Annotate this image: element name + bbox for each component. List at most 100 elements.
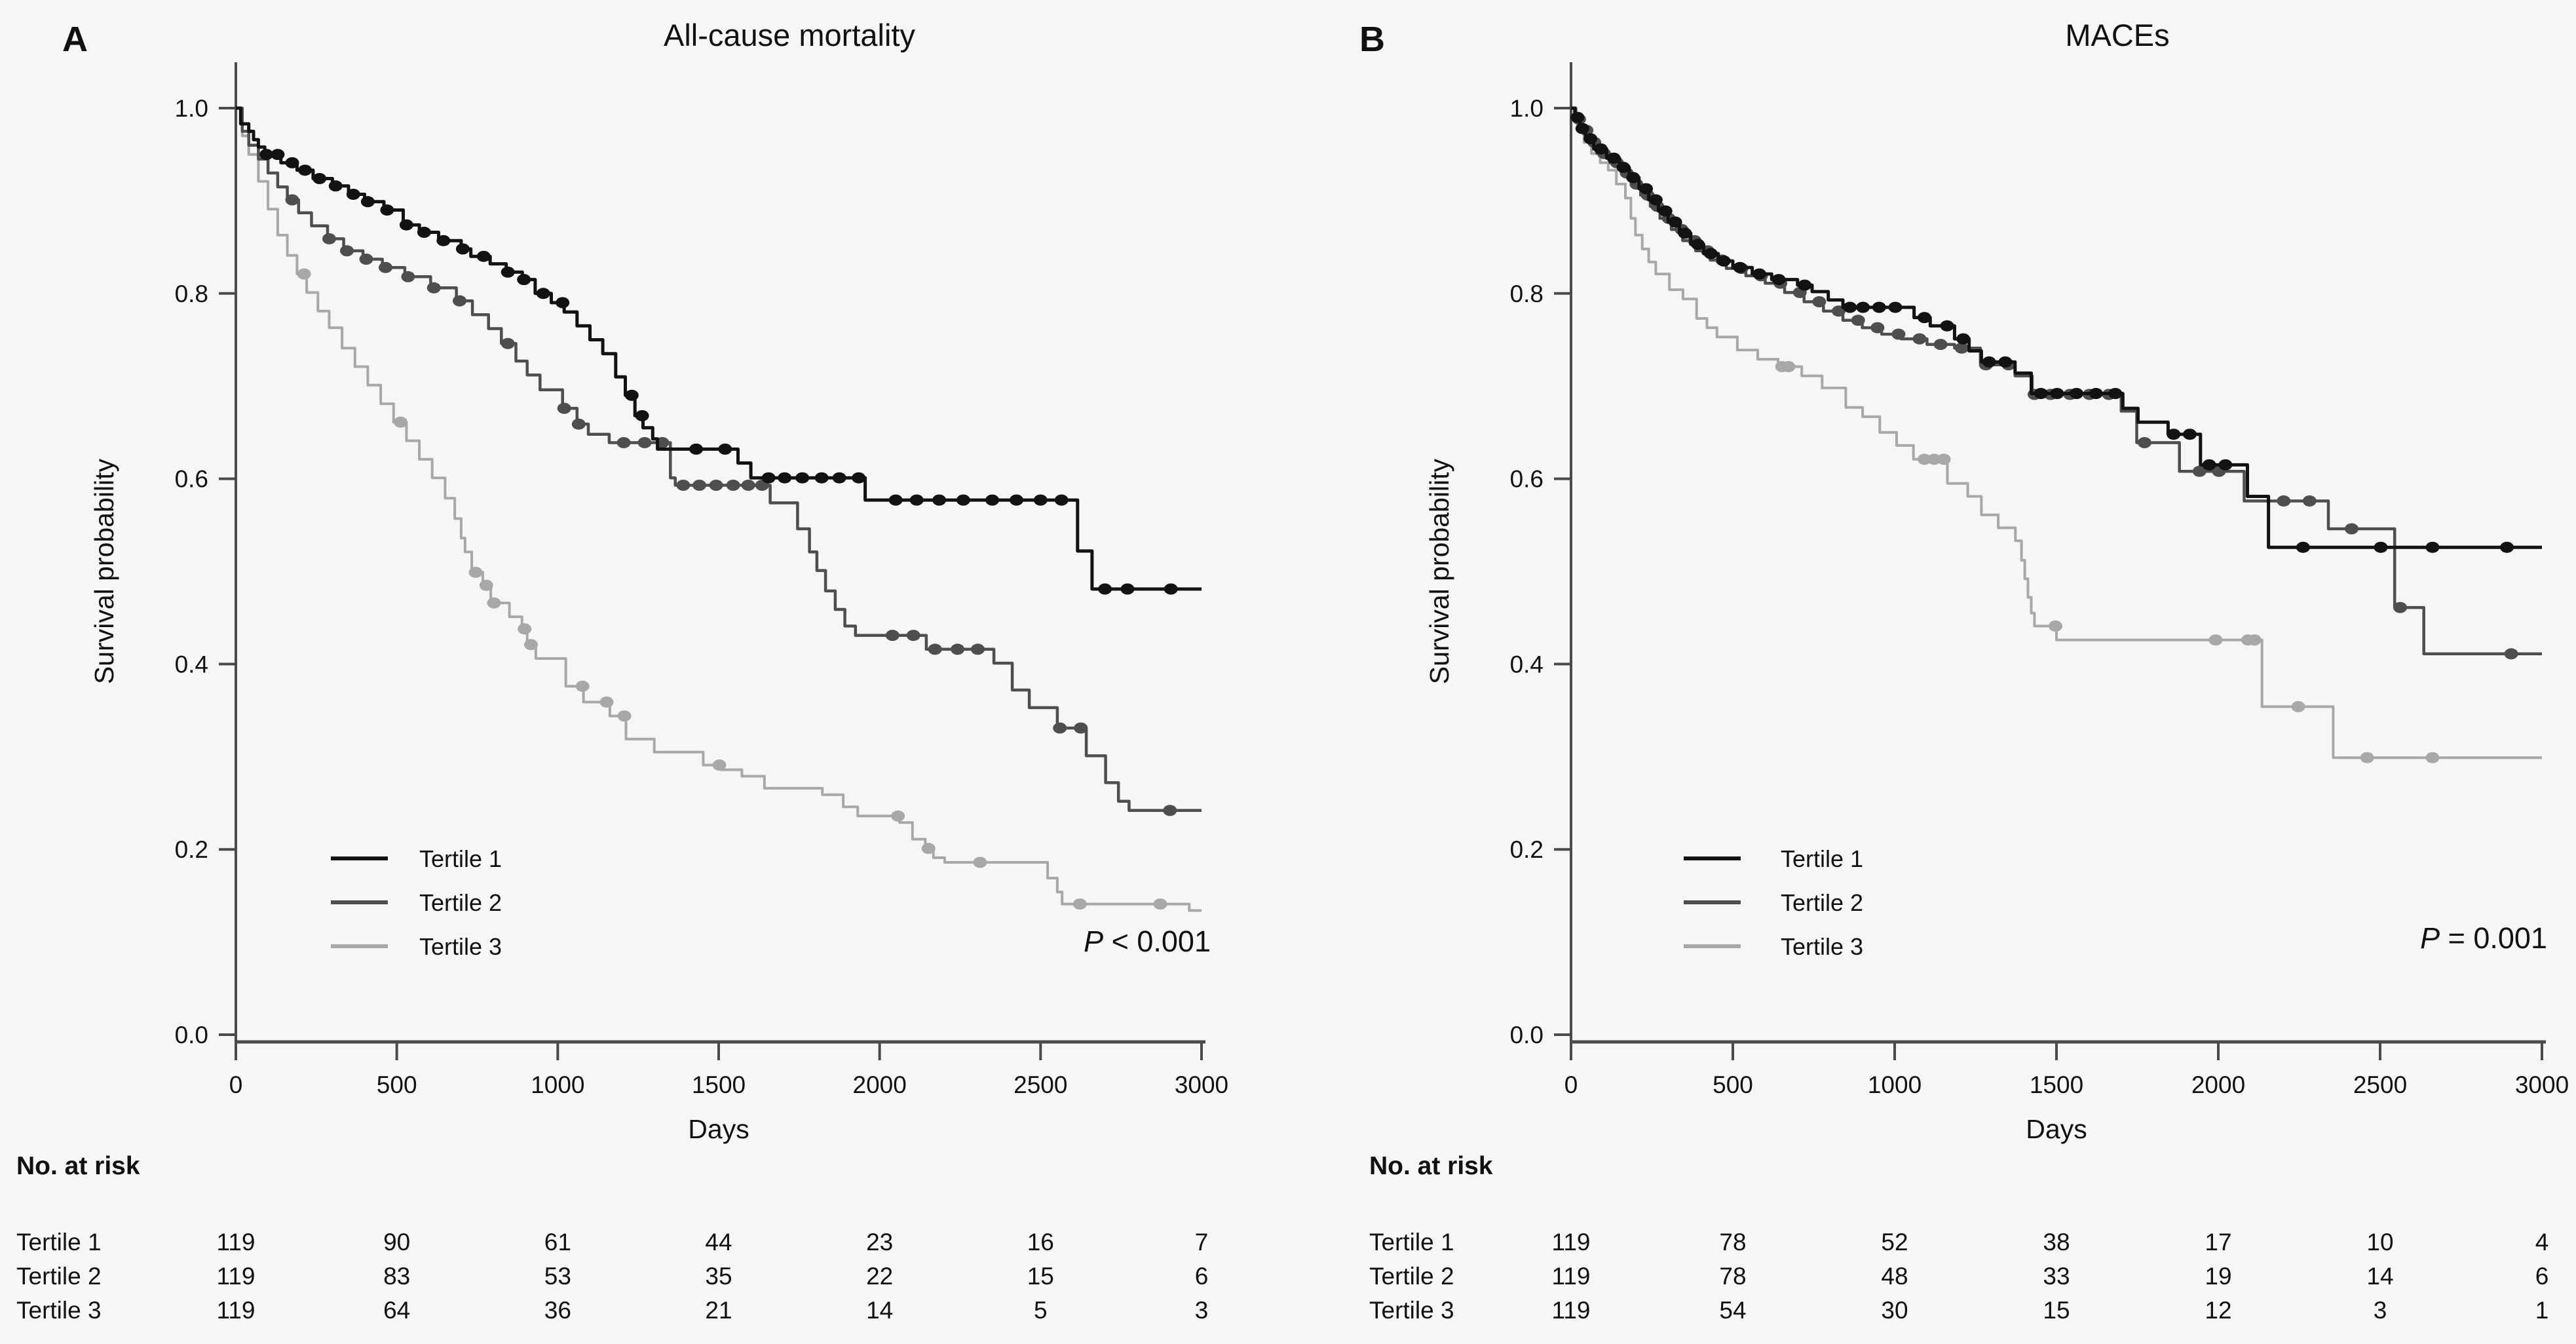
y-tick-label: 0.0 (175, 1022, 208, 1048)
censor-marker-tertile-3 (1927, 453, 1941, 465)
x-tick-label: 1000 (1868, 1071, 1922, 1098)
censor-marker-tertile-1 (1843, 301, 1857, 313)
censor-marker-tertile-1 (1648, 194, 1663, 206)
panel-b: B MACEs Survival probability Days P = 0.… (1359, 18, 2569, 1324)
y-tick-label: 0.8 (1510, 280, 1544, 307)
censor-marker-tertile-3 (1153, 898, 1167, 910)
panel-a-legend-label-1: Tertile 1 (419, 845, 502, 872)
censor-marker-tertile-2 (501, 337, 515, 349)
panel-a-pvalue-text: < 0.001 (1103, 925, 1211, 958)
y-tick-label: 0.4 (1510, 651, 1544, 678)
censor-marker-tertile-2 (1851, 315, 1865, 326)
censor-marker-tertile-2 (2137, 437, 2151, 448)
censor-marker-tertile-1 (852, 472, 866, 484)
censor-marker-tertile-1 (436, 235, 451, 246)
censor-marker-tertile-3 (394, 416, 408, 428)
censor-marker-tertile-1 (909, 494, 924, 506)
risk-count: 22 (866, 1263, 893, 1290)
censor-marker-tertile-2 (1891, 328, 1906, 340)
censor-marker-tertile-3 (1072, 898, 1087, 910)
x-tick-label: 0 (1564, 1071, 1578, 1098)
censor-marker-tertile-2 (1074, 722, 1088, 734)
risk-count: 16 (1027, 1229, 1054, 1256)
censor-marker-tertile-1 (1575, 123, 1589, 134)
risk-count: 7 (1195, 1229, 1209, 1256)
censor-marker-tertile-1 (501, 266, 515, 278)
risk-count: 5 (1034, 1297, 1048, 1324)
censor-marker-tertile-1 (1733, 261, 1747, 273)
x-tick-label: 2500 (1013, 1071, 1067, 1098)
survival-curve-tertile-3 (236, 107, 1202, 912)
x-tick-label: 3000 (2515, 1071, 2569, 1098)
censor-marker-tertile-1 (556, 297, 570, 309)
risk-count: 6 (2535, 1263, 2549, 1290)
x-tick-label: 2000 (2191, 1071, 2245, 1098)
censor-marker-tertile-1 (1940, 320, 1954, 332)
panel-a-letter: A (62, 20, 88, 59)
risk-count: 90 (383, 1229, 410, 1256)
x-tick-label: 1000 (531, 1071, 584, 1098)
x-tick-label: 0 (229, 1071, 243, 1098)
censor-marker-tertile-1 (1010, 494, 1023, 506)
x-tick-label: 500 (377, 1071, 417, 1098)
censor-marker-tertile-1 (399, 219, 413, 231)
censor-marker-tertile-3 (487, 597, 501, 609)
censor-marker-tertile-1 (328, 180, 343, 192)
x-tick-label: 500 (1713, 1071, 1753, 1098)
panel-a-title: All-cause mortality (664, 18, 915, 52)
censor-marker-tertile-1 (380, 204, 394, 216)
panel-b-ylabel: Survival probability (1424, 458, 1454, 684)
risk-count: 3 (2374, 1297, 2387, 1324)
censor-marker-tertile-1 (624, 389, 639, 401)
risk-count: 38 (2043, 1229, 2070, 1256)
risk-count: 17 (2205, 1229, 2231, 1256)
censor-marker-tertile-3 (524, 639, 538, 651)
censor-marker-tertile-1 (832, 472, 846, 484)
risk-count: 19 (2205, 1263, 2231, 1290)
risk-count: 15 (2043, 1297, 2070, 1324)
censor-marker-tertile-1 (1098, 583, 1112, 595)
censor-marker-tertile-3 (617, 710, 632, 722)
risk-count: 83 (383, 1263, 410, 1290)
panel-a-pvalue-symbol: P (1084, 925, 1103, 958)
censor-marker-tertile-1 (1917, 312, 1931, 324)
censor-marker-tertile-1 (2202, 459, 2216, 470)
censor-marker-tertile-1 (2034, 388, 2048, 399)
risk-count: 3 (1195, 1297, 1209, 1324)
censor-marker-tertile-1 (476, 250, 491, 262)
censor-marker-tertile-1 (1752, 268, 1766, 280)
risk-count: 30 (1881, 1297, 1908, 1324)
censor-marker-tertile-2 (557, 402, 571, 414)
censor-marker-tertile-2 (340, 245, 354, 257)
censor-marker-tertile-1 (1798, 279, 1812, 291)
panel-b-title: MACEs (2065, 18, 2169, 52)
censor-marker-tertile-1 (360, 196, 375, 208)
panel-b-pvalue-symbol: P (2420, 921, 2440, 955)
panel-b-pvalue: P = 0.001 (2420, 921, 2547, 955)
censor-marker-tertile-1 (2050, 388, 2064, 399)
censor-marker-tertile-3 (921, 843, 936, 854)
censor-marker-tertile-1 (1668, 216, 1682, 228)
censor-marker-tertile-1 (689, 443, 704, 455)
risk-count: 64 (383, 1297, 410, 1324)
censor-marker-tertile-3 (1781, 361, 1796, 372)
censor-marker-tertile-1 (718, 443, 732, 455)
censor-marker-tertile-2 (285, 194, 299, 206)
censor-marker-tertile-2 (741, 480, 755, 491)
censor-marker-tertile-2 (906, 630, 920, 642)
survival-curve-tertile-2 (236, 106, 1202, 813)
x-tick-label: 1500 (2030, 1071, 2083, 1098)
survival-curve-tertile-2 (1571, 106, 2542, 656)
risk-count: 119 (217, 1297, 256, 1324)
censor-marker-tertile-1 (2218, 459, 2233, 470)
censor-marker-tertile-2 (1163, 805, 1177, 816)
censor-marker-tertile-1 (2167, 429, 2181, 440)
censor-marker-tertile-2 (709, 480, 723, 491)
y-tick-label: 0.4 (175, 651, 208, 678)
censor-marker-tertile-1 (1888, 301, 1903, 313)
risk-count: 6 (1195, 1263, 1209, 1290)
censor-marker-tertile-1 (1678, 227, 1692, 239)
risk-count: 119 (217, 1229, 256, 1256)
censor-marker-tertile-2 (571, 418, 586, 430)
risk-count: 10 (2366, 1229, 2393, 1256)
